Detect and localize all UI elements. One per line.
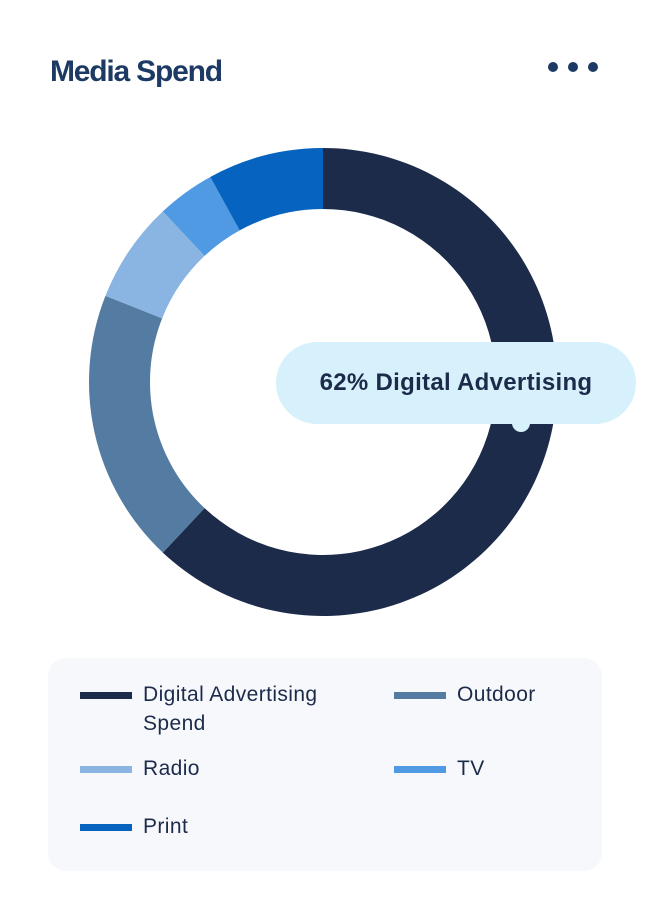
legend-item-print[interactable]: Print xyxy=(80,812,363,841)
legend-item-radio[interactable]: Radio xyxy=(80,754,363,783)
legend-label: Digital Advertising Spend xyxy=(143,683,318,735)
legend-item-digital-advertising[interactable]: Digital Advertising Spend xyxy=(80,680,363,738)
card-title: Media Spend xyxy=(50,55,223,88)
legend-label: Radio xyxy=(143,757,200,780)
donut-slices xyxy=(88,148,557,616)
legend-swatch xyxy=(80,824,132,831)
legend-label: Outdoor xyxy=(457,683,536,706)
tooltip-text: 62% Digital Advertising xyxy=(319,369,593,396)
legend-label: TV xyxy=(457,757,485,780)
legend-swatch xyxy=(394,766,446,773)
more-horizontal-icon xyxy=(548,62,558,72)
legend-swatch xyxy=(80,766,132,773)
chart-legend: Digital Advertising Spend Outdoor Radio … xyxy=(48,658,602,871)
donut-slice-print[interactable] xyxy=(210,148,323,231)
legend-item-tv[interactable]: TV xyxy=(394,754,648,783)
more-horizontal-icon xyxy=(588,62,598,72)
donut-slice-radio[interactable] xyxy=(105,211,205,319)
donut-slice-tv[interactable] xyxy=(162,176,240,256)
legend-swatch xyxy=(394,692,446,699)
legend-swatch xyxy=(80,692,132,699)
more-options-button[interactable] xyxy=(538,52,608,82)
donut-slice-outdoor[interactable] xyxy=(88,295,205,553)
donut-slice-digital-advertising-spend[interactable] xyxy=(162,148,557,616)
more-horizontal-icon xyxy=(568,62,578,72)
chart-tooltip: 62% Digital Advertising xyxy=(276,342,636,424)
donut-chart xyxy=(88,148,557,616)
legend-label: Print xyxy=(143,815,189,838)
legend-item-outdoor[interactable]: Outdoor xyxy=(394,680,648,709)
